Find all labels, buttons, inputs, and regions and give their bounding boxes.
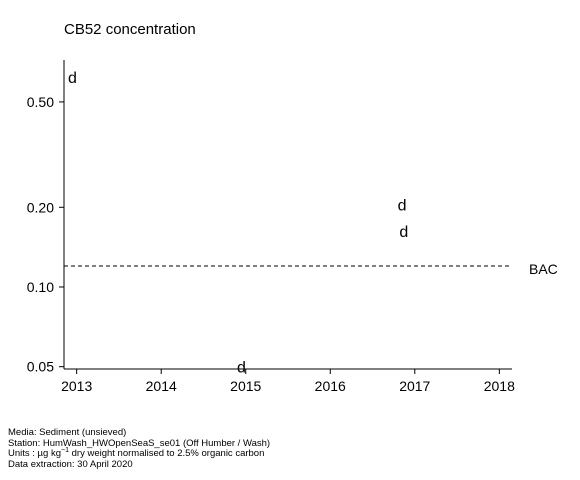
bac-label: BAC bbox=[529, 261, 558, 277]
chart-title: CB52 concentration bbox=[64, 21, 196, 38]
x-tick-label: 2015 bbox=[230, 378, 261, 394]
data-point: d bbox=[237, 360, 246, 377]
data-point: d bbox=[399, 224, 408, 241]
footer-units-exponent: −1 bbox=[61, 447, 69, 455]
plot-area: 0.05 0.10 0.20 0.50 2013 2014 2015 2016 2017 2018… bbox=[27, 60, 558, 394]
footer-units: Units : µg kg−1 dry weight normalised to… bbox=[8, 447, 270, 460]
footer-extraction: Data extraction: 30 April 2020 bbox=[8, 458, 133, 470]
y-tick-label: 0.20 bbox=[27, 199, 54, 215]
footer-media: Media: Sediment (unsieved) bbox=[8, 427, 127, 438]
x-tick-label: 2014 bbox=[146, 378, 177, 394]
x-tick-label: 2016 bbox=[315, 378, 346, 394]
y-tick-label: 0.50 bbox=[27, 94, 54, 110]
y-tick-label: 0.05 bbox=[27, 359, 54, 375]
data-point: d bbox=[68, 70, 77, 87]
footer-units-suffix: dry weight normalised to 2.5% organic ca… bbox=[68, 448, 265, 460]
footer: Media: Sediment (unsieved) Station: HumW… bbox=[8, 427, 271, 470]
x-tick-label: 2013 bbox=[61, 378, 92, 394]
x-tick-label: 2017 bbox=[399, 378, 430, 394]
x-tick-label: 2018 bbox=[484, 378, 515, 394]
footer-station: Station: HumWash_HWOpenSeaS_se01 (Off Hu… bbox=[8, 437, 271, 449]
data-point: d bbox=[398, 197, 407, 214]
y-tick-label: 0.10 bbox=[27, 279, 54, 295]
footer-units-prefix: Units : µg kg bbox=[8, 448, 61, 460]
